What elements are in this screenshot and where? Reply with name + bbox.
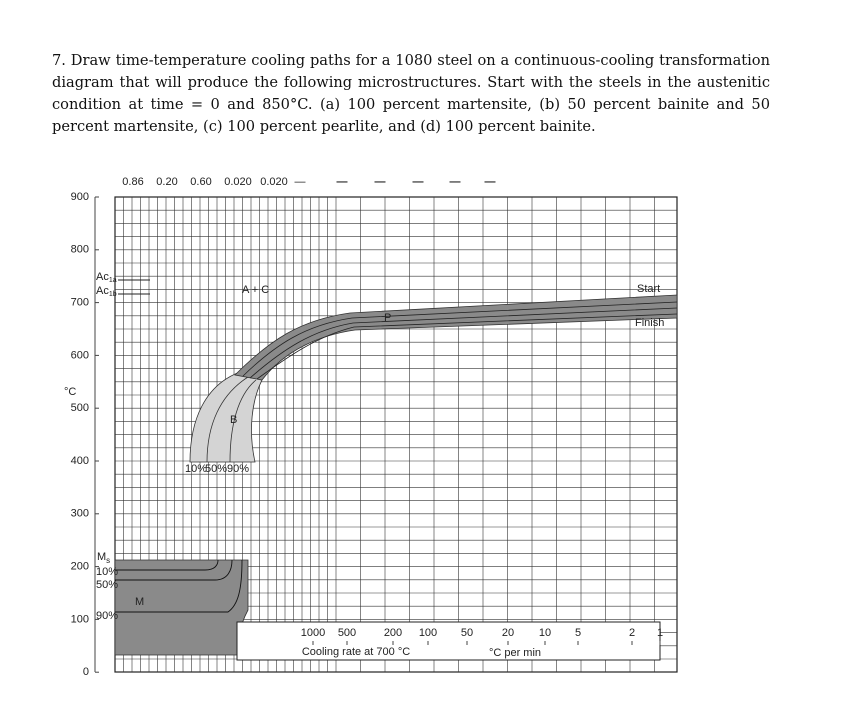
cooling-rate: 100 xyxy=(419,627,437,639)
dash-label: — xyxy=(485,176,496,188)
region-label: A + C xyxy=(242,284,269,296)
martensite-percent: 50% xyxy=(96,579,118,591)
dash-label: — xyxy=(337,176,348,188)
ac-sub: 1b xyxy=(109,291,117,298)
pearlite-curves xyxy=(242,301,678,380)
cooling-rate: 10 xyxy=(539,627,551,639)
pearlite-band xyxy=(234,294,678,381)
bainite-percent: 90% xyxy=(227,463,249,475)
grid xyxy=(115,197,677,672)
cooling-rate: 50 xyxy=(461,627,473,639)
region-label: M xyxy=(135,596,144,608)
curve-label: Finish xyxy=(635,317,664,329)
cooling-rate-box xyxy=(236,621,661,661)
cooling-rate: 1 xyxy=(657,627,663,639)
region-label: P xyxy=(384,312,391,324)
rate-unit: °C per min xyxy=(489,647,541,659)
curve-label: Start xyxy=(637,283,660,295)
ac-sub: 1a xyxy=(109,277,117,284)
temperature-label: 0 xyxy=(83,666,89,678)
composition-label: 0.020 xyxy=(224,176,252,188)
composition-label: — xyxy=(295,176,306,188)
cooling-rate: 20 xyxy=(502,627,514,639)
cooling-rate: 2 xyxy=(629,627,635,639)
composition-label: 0.20 xyxy=(156,176,177,188)
cooling-rate-caption: Cooling rate at 700 °C xyxy=(302,646,410,658)
cooling-rate: 500 xyxy=(338,627,356,639)
temperature-label: 700 xyxy=(71,297,89,309)
cooling-rate: 1000 xyxy=(301,627,325,639)
bainite-region xyxy=(189,371,263,463)
composition-label: 0.86 xyxy=(122,176,143,188)
bainite-curves xyxy=(206,376,257,463)
bainite-percent: 50% xyxy=(205,463,227,475)
composition-label: 0.020 xyxy=(260,176,288,188)
temperature-label: 200 xyxy=(71,561,89,573)
martensite-percent: 10% xyxy=(96,566,118,578)
temperature-label: 900 xyxy=(71,191,89,203)
martensite-curves xyxy=(115,559,243,613)
temperature-label: 100 xyxy=(71,613,89,625)
temperature-label: 500 xyxy=(71,402,89,414)
temperature-label: 800 xyxy=(71,244,89,256)
dash-label: — xyxy=(450,176,461,188)
ms-base: M xyxy=(97,551,106,563)
cooling-rate: 5 xyxy=(575,627,581,639)
question-text: 7. Draw time-temperature cooling paths f… xyxy=(52,52,770,135)
ac1b-label: Ac1b xyxy=(96,285,117,298)
temperature-label: 400 xyxy=(71,455,89,467)
temperature-label: 300 xyxy=(71,508,89,520)
bainite-percent: 10% xyxy=(185,463,207,475)
region-label: B xyxy=(230,414,237,426)
cooling-rate: 200 xyxy=(384,627,402,639)
dash-label: — xyxy=(413,176,424,188)
ms-sub: s xyxy=(106,556,110,565)
temperature-unit: °C xyxy=(64,386,76,398)
temperature-label: 600 xyxy=(71,349,89,361)
martensite-percent: 90% xyxy=(96,610,118,622)
ms-label: Ms xyxy=(97,551,110,565)
dash-label: — xyxy=(375,176,386,188)
composition-label: 0.60 xyxy=(190,176,211,188)
ac-base: Ac xyxy=(96,271,109,283)
ac1a-label: Ac1a xyxy=(96,271,117,284)
ac-base: Ac xyxy=(96,285,109,297)
